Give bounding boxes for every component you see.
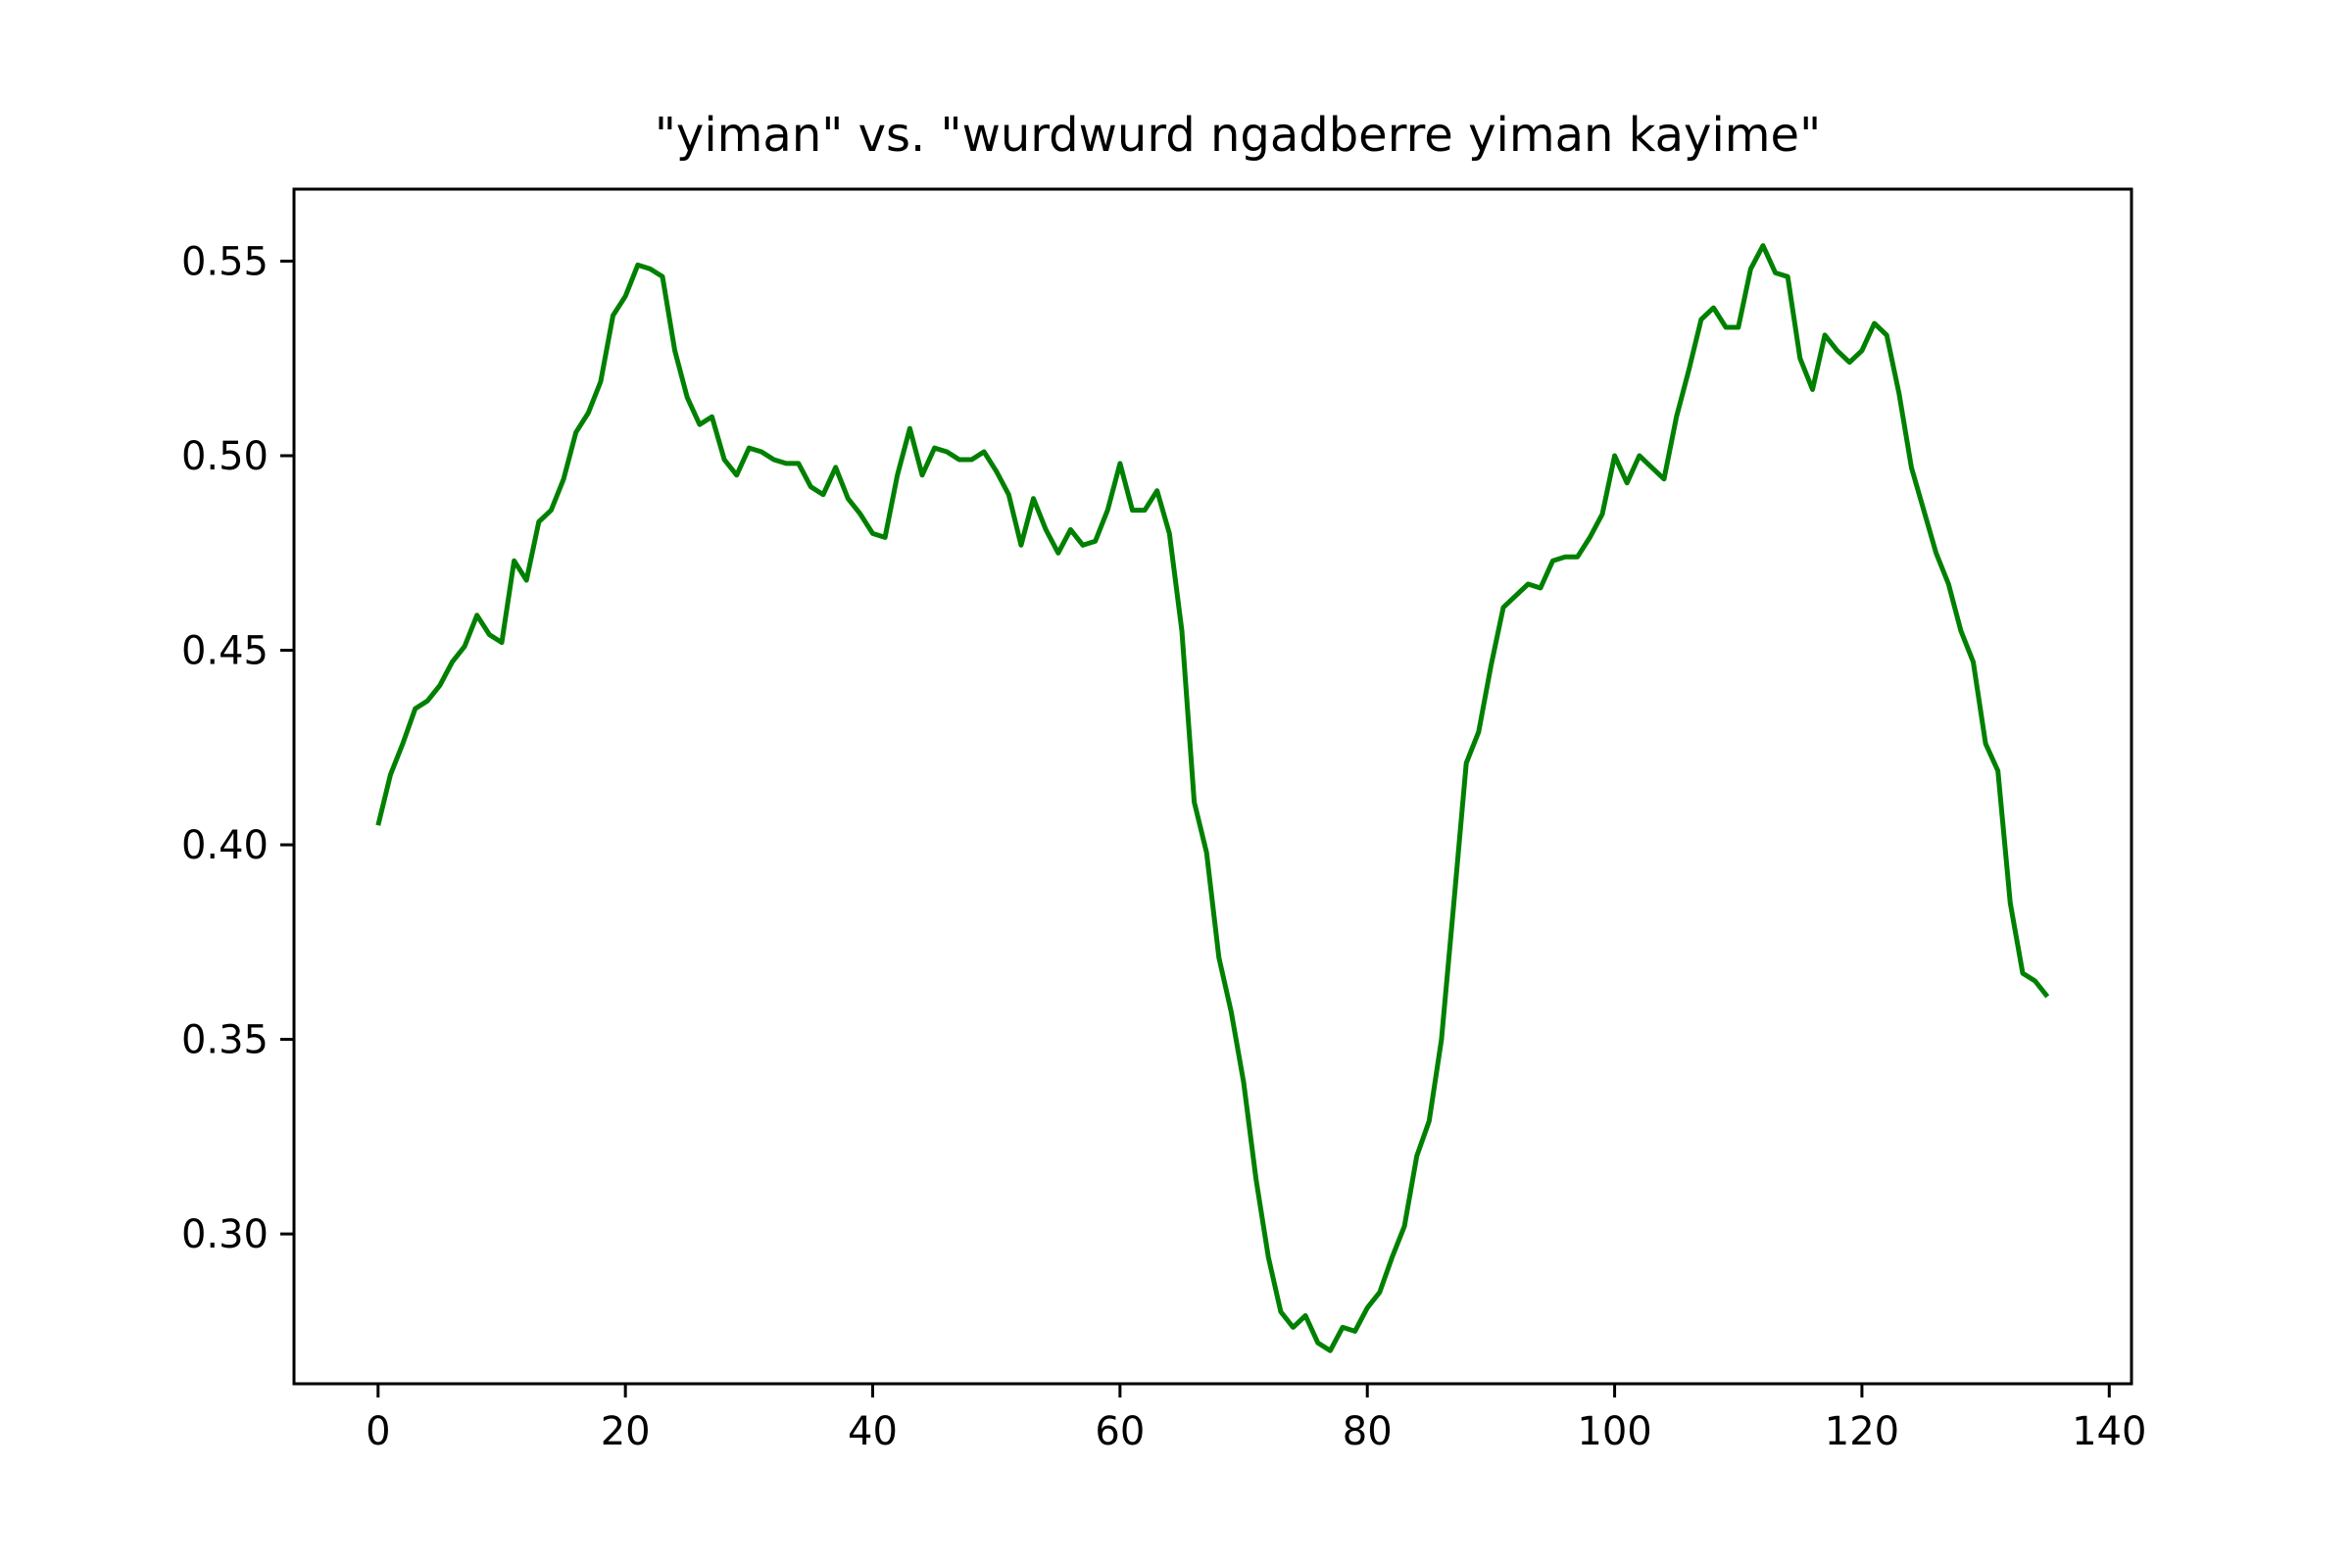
y-tick-label: 0.40 [181, 823, 269, 868]
x-tick-label: 100 [1577, 1409, 1651, 1454]
x-tick-label: 0 [366, 1409, 390, 1454]
x-tick-label: 80 [1343, 1409, 1393, 1454]
x-tick-label: 60 [1095, 1409, 1145, 1454]
chart-title: "yiman" vs. "wurdwurd ngadberre yiman ka… [655, 108, 1821, 163]
x-axis: 0 20 40 60 80 100 120 140 [366, 1384, 2146, 1454]
y-axis: 0.30 0.35 0.40 0.45 0.50 0.55 [181, 239, 294, 1257]
x-tick-label: 20 [601, 1409, 651, 1454]
series-line [375, 243, 2050, 1353]
x-tick-label: 120 [1825, 1409, 1899, 1454]
y-tick-label: 0.30 [181, 1212, 269, 1257]
x-tick-label: 40 [848, 1409, 898, 1454]
y-tick-label: 0.45 [181, 629, 269, 674]
y-tick-label: 0.35 [181, 1018, 269, 1063]
y-tick-label: 0.50 [181, 434, 269, 479]
y-tick-label: 0.55 [181, 239, 269, 284]
x-tick-label: 140 [2072, 1409, 2146, 1454]
plot-area-frame [292, 187, 2133, 1386]
